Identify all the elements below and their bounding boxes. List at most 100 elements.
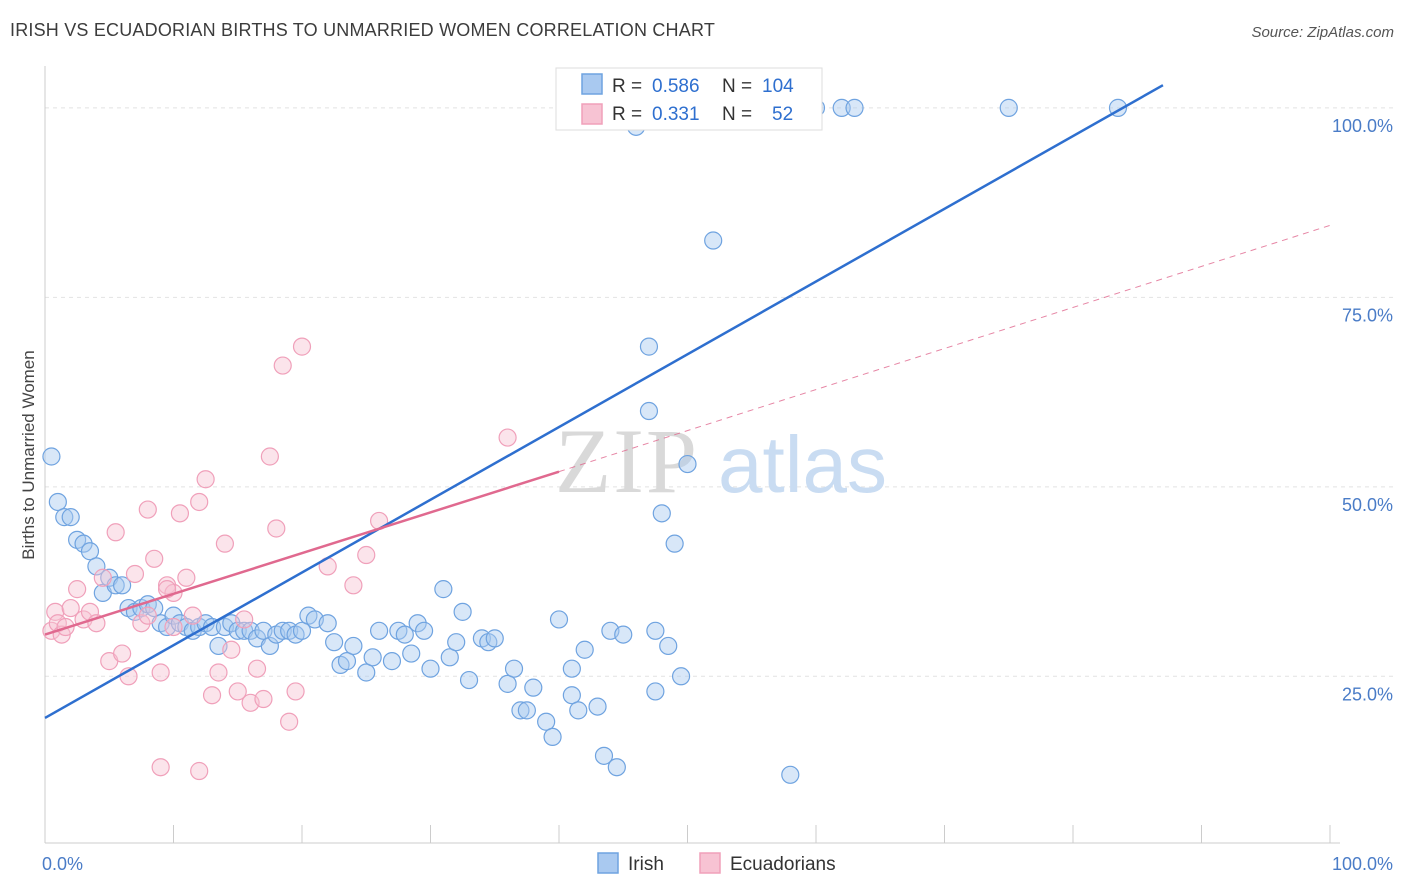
ecuadorians-point-22	[170, 504, 190, 523]
irish-point-52	[395, 625, 414, 644]
irish-point-43	[325, 633, 344, 652]
stats-n-value-ecuadorians: 52	[772, 104, 793, 125]
irish-point-96	[652, 504, 671, 523]
irish-point-50	[382, 652, 402, 671]
trend-line-irish	[44, 84, 1164, 720]
ecuadorians-point-10	[93, 568, 112, 587]
irish-point-86	[671, 667, 691, 686]
watermark-atlas: atlas	[718, 420, 887, 509]
ecuadorians-point-13	[112, 644, 132, 663]
axes	[44, 66, 1340, 844]
irish-point-3	[61, 508, 80, 527]
series-irish-points	[42, 98, 1128, 784]
irish-point-54	[408, 614, 427, 633]
irish-point-31	[241, 621, 260, 640]
ecuadorians-point-12	[106, 523, 125, 542]
y-axis-label: Births to Unmarried Women	[19, 350, 38, 559]
irish-point-74	[569, 701, 588, 720]
watermark-zip: ZIP	[555, 410, 699, 512]
ecuadorians-point-1	[46, 602, 65, 621]
ecuadorians-point-43	[344, 576, 363, 595]
irish-point-53	[402, 644, 421, 663]
ecuadorians-point-38	[273, 356, 292, 375]
stats-r-value-ecuadorians: 0.331	[652, 104, 700, 125]
irish-point-94	[639, 337, 659, 356]
trend-line-ecuadorians	[44, 470, 560, 636]
ecuadorians-point-28	[209, 663, 228, 682]
ecuadorians-point-6	[68, 580, 87, 599]
ecuadorians-point-23	[177, 568, 196, 587]
irish-point-65	[498, 674, 517, 693]
ecuadorians-point-32	[235, 610, 254, 629]
source-label: Source: ZipAtlas.com	[1251, 24, 1394, 41]
irish-point-1	[48, 492, 67, 512]
irish-point-58	[440, 648, 459, 667]
chart-title: IRISH VS ECUADORIAN BIRTHS TO UNMARRIED …	[10, 20, 716, 40]
irish-point-59	[447, 633, 466, 652]
ecuadorians-point-41	[292, 337, 312, 356]
ecuadorians-point-36	[260, 447, 279, 466]
irish-point-61	[459, 670, 479, 690]
watermark: ZIP atlas	[555, 410, 887, 512]
irish-point-47	[357, 663, 376, 682]
irish-point-11	[112, 576, 132, 595]
stats-n-label-ecuadorians: N =	[722, 104, 752, 125]
irish-point-2	[55, 508, 74, 527]
y-tick-labels: 25.0% 50.0% 75.0% 100.0%	[1332, 116, 1393, 704]
stats-n-value-irish: 104	[762, 76, 794, 97]
ecuadorians-point-44	[357, 545, 376, 565]
irish-point-45	[337, 652, 357, 671]
irish-point-73	[562, 686, 581, 705]
ecuadorians-point-50	[498, 428, 517, 447]
ecuadorians-point-5	[61, 598, 80, 618]
irish-point-68	[517, 701, 536, 720]
legend: Irish Ecuadorians	[597, 852, 836, 875]
irish-point-87	[562, 659, 581, 678]
irish-point-64	[485, 629, 504, 648]
irish-point-70	[537, 712, 556, 731]
ecuadorians-point-30	[222, 640, 241, 659]
ecuadorians-point-34	[247, 659, 267, 678]
irish-point-49	[370, 621, 389, 640]
irish-point-95	[646, 682, 665, 701]
ecuadorians-point-48	[138, 606, 157, 625]
irish-point-60	[453, 602, 472, 621]
trend-lines	[44, 84, 1331, 720]
ecuadorians-point-29	[215, 534, 234, 553]
legend-swatch-ecuadorians	[699, 852, 721, 874]
stats-r-value-irish: 0.586	[652, 76, 700, 97]
ecuadorians-point-37	[267, 519, 286, 538]
ecuadorians-point-16	[132, 614, 151, 633]
ecuadorians-point-25	[190, 492, 209, 512]
irish-point-29	[228, 621, 247, 640]
stats-swatch-ecuadorians	[581, 103, 603, 125]
y-tick-label-50: 50.0%	[1342, 495, 1393, 515]
irish-point-5	[74, 534, 93, 553]
irish-point-76	[588, 697, 607, 716]
irish-point-67	[511, 701, 530, 720]
ecuadorians-point-40	[286, 682, 305, 701]
irish-point-80	[614, 625, 633, 644]
ecuadorians-point-15	[125, 564, 145, 584]
irish-point-34	[260, 636, 279, 656]
stats-r-label-irish: R =	[612, 76, 642, 97]
irish-point-7	[87, 557, 106, 576]
irish-point-6	[80, 542, 100, 561]
irish-point-75	[575, 640, 594, 659]
ecuadorians-point-39	[280, 712, 299, 731]
irish-point-84	[659, 636, 678, 656]
x-tick-labels: 0.0% 100.0%	[42, 854, 1393, 874]
ecuadorians-point-27	[202, 686, 222, 705]
ecuadorians-point-31	[228, 682, 247, 701]
irish-point-55	[414, 621, 434, 640]
irish-point-57	[434, 580, 453, 599]
irish-point-46	[344, 636, 363, 656]
legend-label-ecuadorians: Ecuadorians	[730, 854, 836, 875]
irish-point-101	[845, 98, 864, 117]
irish-point-39	[292, 621, 312, 640]
irish-point-82	[639, 401, 659, 421]
irish-point-69	[524, 678, 543, 697]
ecuadorians-point-19	[151, 663, 170, 682]
stats-swatch-irish	[581, 73, 603, 95]
